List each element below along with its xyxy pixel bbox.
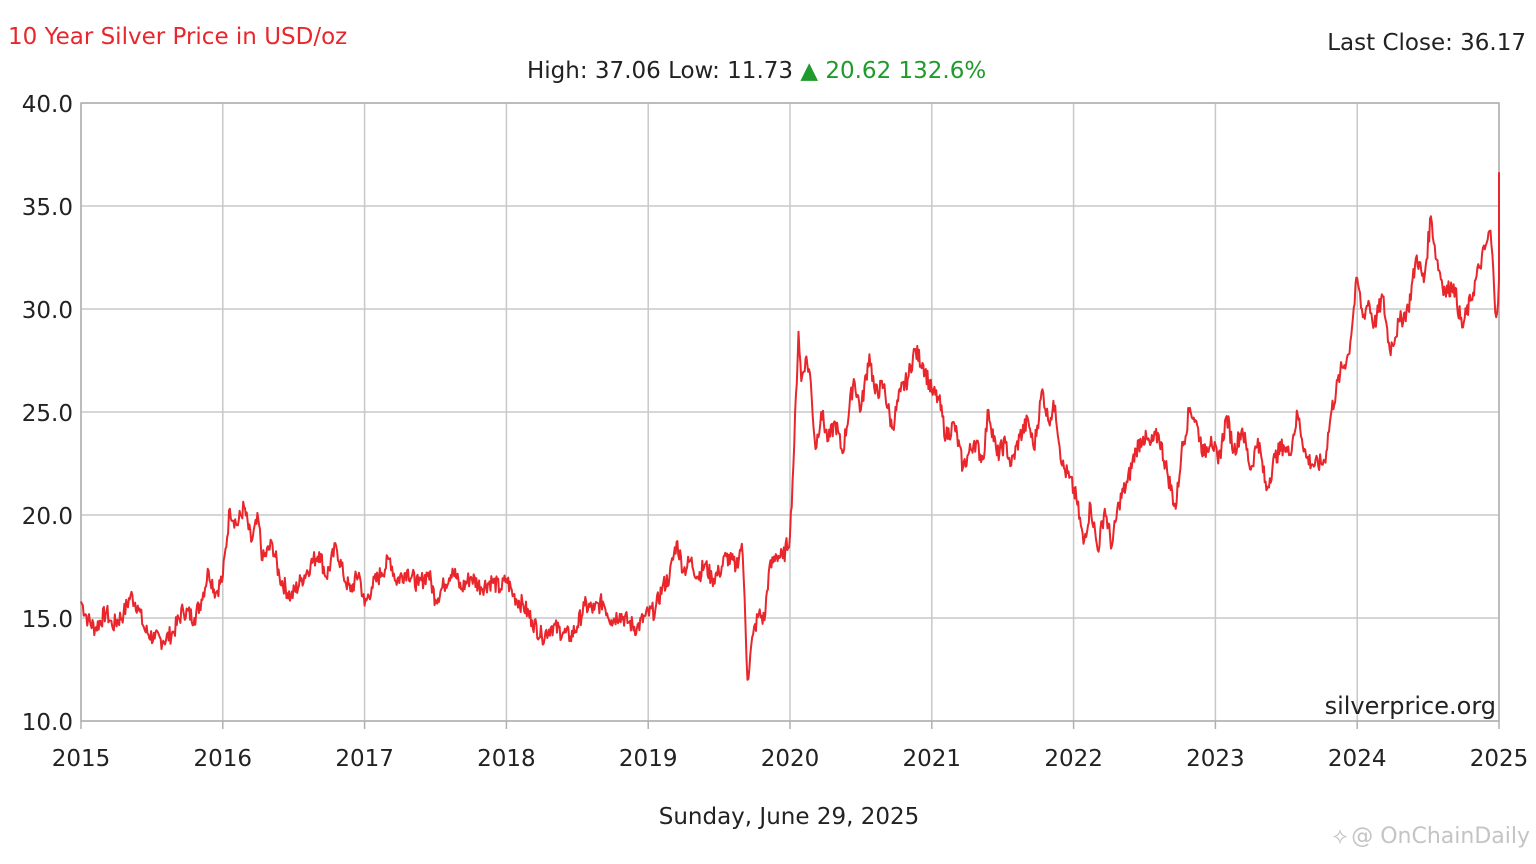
x-tick-label: 2025 xyxy=(1470,746,1529,772)
x-axis-tick-labels: 2015 2016 2017 2018 2019 2020 2021 2022 2023 2024… xyxy=(52,746,1529,772)
x-tick-label: 2023 xyxy=(1186,746,1245,772)
y-tick-label: 20.0 xyxy=(22,504,73,530)
x-tick-label: 2020 xyxy=(761,746,820,772)
stats-line: High: 37.06 Low: 11.73 ▲ 20.62 132.6% xyxy=(527,58,986,84)
y-tick-label: 25.0 xyxy=(22,401,73,427)
x-tick-label: 2022 xyxy=(1044,746,1103,772)
y-tick-label: 30.0 xyxy=(22,298,73,324)
y-tick-label: 15.0 xyxy=(22,607,73,633)
high-low-text: High: 37.06 Low: 11.73 xyxy=(527,58,794,84)
x-tick-label: 2015 xyxy=(52,746,111,772)
up-arrow-icon: ▲ xyxy=(800,58,819,84)
x-tick-label: 2019 xyxy=(619,746,678,772)
chart-title: 10 Year Silver Price in USD/oz xyxy=(8,24,348,50)
x-tick-label: 2024 xyxy=(1328,746,1387,772)
x-tick-label: 2018 xyxy=(477,746,536,772)
x-tick-label: 2021 xyxy=(903,746,962,772)
change-text: 20.62 132.6% xyxy=(825,58,987,84)
last-close-label: Last Close: 36.17 xyxy=(1327,30,1526,56)
y-tick-label: 40.0 xyxy=(22,92,73,118)
brand-label: silverprice.org xyxy=(1325,692,1496,720)
x-tick-label: 2017 xyxy=(335,746,394,772)
series-line-silver-price xyxy=(80,172,1500,681)
y-tick-label: 10.0 xyxy=(22,710,73,736)
y-tick-label: 35.0 xyxy=(22,195,73,221)
watermark-text: @ OnChainDaily xyxy=(1351,824,1530,849)
grid-lines xyxy=(80,102,1500,729)
watermark: ⟡ @ OnChainDaily xyxy=(1333,824,1530,849)
y-axis-tick-labels: 10.0 15.0 20.0 25.0 30.0 35.0 40.0 xyxy=(22,92,73,736)
x-tick-label: 2016 xyxy=(194,746,253,772)
watermark-logo-icon: ⟡ xyxy=(1332,824,1348,849)
date-footer: Sunday, June 29, 2025 xyxy=(658,804,920,830)
plot-frame xyxy=(80,102,1500,722)
